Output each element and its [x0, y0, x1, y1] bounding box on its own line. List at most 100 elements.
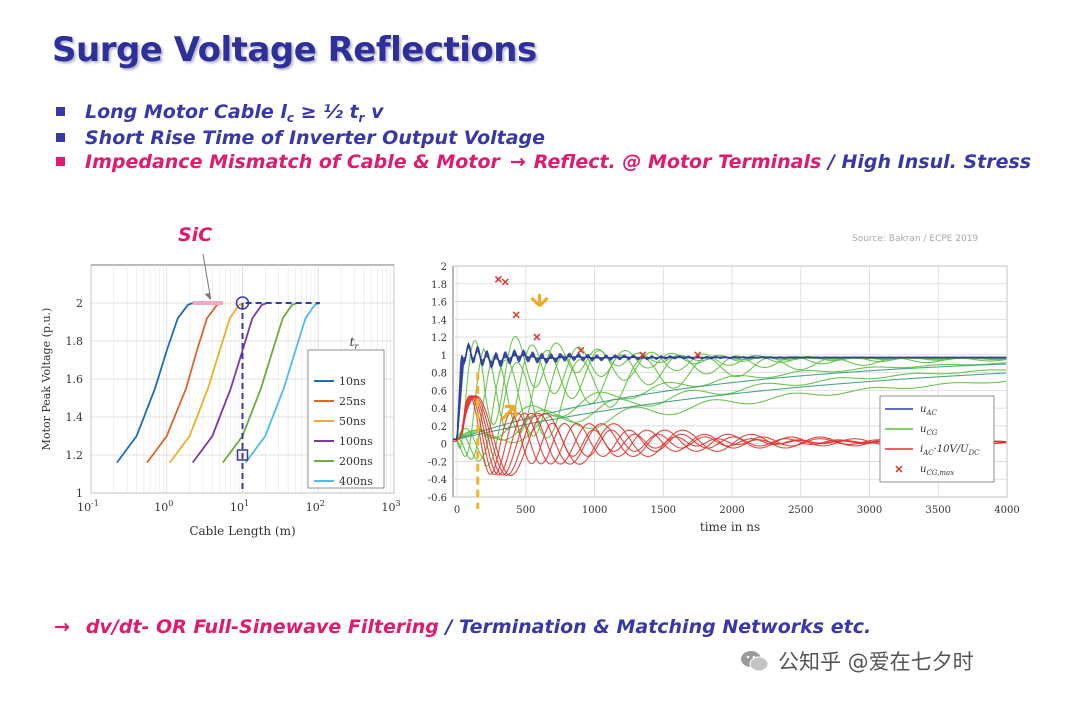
y-tick-label: 1 [76, 487, 83, 500]
x-tick-label: 3500 [926, 505, 951, 516]
legend-label: uAC [920, 404, 938, 417]
iac-series-line [453, 395, 1007, 476]
y-tick-label: 1.8 [431, 280, 447, 291]
x-tick-label: 0 [454, 505, 460, 516]
right-arrow-icon: → [509, 151, 526, 173]
legend-label-subscript: DC [968, 449, 981, 457]
bullet-list: Long Motor Cable lc ≥ ½ tr v Short Rise … [56, 100, 1031, 174]
x-tick-label: 1000 [582, 505, 607, 516]
legend-label: 10ns [339, 375, 366, 388]
ucg-max-marker [533, 333, 541, 341]
legend-label-subscript: AC [922, 449, 934, 457]
y-tick-label: 1.6 [66, 373, 84, 386]
footer-text: / Termination & Matching Networks etc. [438, 616, 872, 638]
x-tick-exponent: 1 [244, 499, 249, 508]
bullet-text: Long Motor Cable lc ≥ ½ tr v [85, 100, 383, 126]
ucg-max-marker [494, 275, 502, 283]
plot-area-2 [452, 265, 1008, 498]
footer-line: → dv/dt- OR Full-Sinewave Filtering / Ter… [54, 616, 871, 638]
footer-text: dv/dt- OR Full-Sinewave Filtering [85, 616, 439, 638]
ucg-series-line [453, 335, 1007, 450]
bullet-subscript: c [286, 111, 295, 125]
uac-series-line [453, 343, 1007, 440]
iac-series-line [453, 395, 1007, 476]
legend-marker [895, 465, 903, 473]
legend-label: iAC·10V/UDC [920, 444, 980, 457]
ucg-slow-series-line [453, 363, 1007, 440]
y-tick-label: 0.8 [431, 369, 447, 380]
series-line-10ns [116, 302, 194, 464]
legend-label-tail: ·10V/U [934, 444, 969, 455]
legend-label: 50ns [339, 415, 366, 428]
iac-series-line [453, 395, 1007, 476]
y-tick-label: 1.4 [431, 315, 447, 326]
ucg-series-line [453, 369, 1007, 441]
highlight-circle-marker [235, 296, 250, 310]
x-tick-label: 2000 [719, 505, 744, 516]
y-tick-label: 0.4 [431, 404, 447, 415]
iac-series-line [453, 395, 1007, 476]
ucg-series-line [453, 349, 1007, 460]
bullet-square-icon [56, 107, 65, 116]
ucg-series-line [453, 344, 1007, 458]
ucg-max-marker [639, 351, 647, 359]
y-tick-label: 0.2 [431, 422, 447, 433]
legend-title-subscript: r [355, 342, 360, 351]
bullet-text: Impedance Mismatch of Cable & Motor [85, 151, 500, 173]
y-tick-label: -0.6 [428, 493, 447, 504]
iac-series-line [453, 395, 1007, 476]
bullet-text-part: ≥ ½ [294, 101, 350, 123]
bullet-text-part: Long Motor Cable [85, 101, 281, 123]
x-axis-label: time in ns [700, 520, 760, 534]
uac-series-line [453, 345, 1007, 440]
x-tick-exponent: 0 [168, 499, 173, 508]
legend-title: tr [350, 335, 360, 351]
x-tick-label: 101 [230, 499, 249, 514]
ucg-series-line [453, 354, 1007, 462]
ucg-slow-series-line [453, 372, 1007, 440]
bullet-item-1: Long Motor Cable lc ≥ ½ tr v [56, 100, 1031, 126]
y-tick-label: 1.8 [66, 335, 84, 348]
uac-series-line [453, 342, 1007, 440]
bullet-subscript: r [358, 111, 365, 125]
watermark: 公知乎 @爱在七夕时 [740, 646, 974, 676]
plot-area-1 [90, 264, 395, 494]
orange-arrow-upleft-icon [499, 404, 517, 422]
y-tick-label: 2 [76, 297, 83, 310]
ucg-max-marker [501, 278, 509, 286]
uac-series-line [453, 342, 1007, 440]
x-axis-label: Cable Length (m) [189, 524, 295, 538]
legend-label: 200ns [339, 455, 373, 468]
bullet-text: Short Rise Time of Inverter Output Volta… [85, 127, 546, 149]
y-tick-label: 1.2 [431, 333, 447, 344]
x-tick-label: 3000 [857, 505, 882, 516]
legend-label: 25ns [339, 395, 366, 408]
legend-label: uCG,max [920, 464, 954, 477]
bullet-text-part: t [349, 101, 359, 123]
legend-label-subscript: CG,max [926, 469, 954, 477]
ucg-max-marker [512, 311, 520, 319]
x-tick-label: 102 [306, 499, 325, 514]
legend-label: 100ns [339, 435, 373, 448]
sic-annotation: SiC [178, 224, 213, 246]
y-tick-label: 2 [441, 262, 447, 273]
bullet-text: / High Insul. Stress [821, 151, 1032, 173]
legend-box-2 [879, 395, 995, 483]
ucg-max-marker [577, 346, 585, 354]
y-tick-label: 1.6 [431, 298, 447, 309]
bullet-text-part: l [280, 101, 287, 123]
x-tick-label: 103 [381, 499, 400, 514]
wechat-icon [741, 651, 769, 672]
y-tick-label: 0 [441, 440, 447, 451]
ucg-series-line [453, 362, 1007, 440]
series-line-25ns [146, 302, 224, 464]
x-tick-label: 4000 [994, 505, 1019, 516]
y-tick-label: -0.2 [428, 457, 447, 468]
x-tick-exponent: 2 [320, 499, 325, 508]
bullet-item-3: Impedance Mismatch of Cable & Motor → Re… [56, 150, 1031, 174]
legend-label: 400ns [339, 475, 373, 488]
x-tick-label: 1500 [651, 505, 676, 516]
source-note: Source: Bakran / ECPE 2019 [852, 234, 979, 244]
legend-label: uCG [920, 424, 938, 437]
series-line-50ns [169, 302, 245, 464]
